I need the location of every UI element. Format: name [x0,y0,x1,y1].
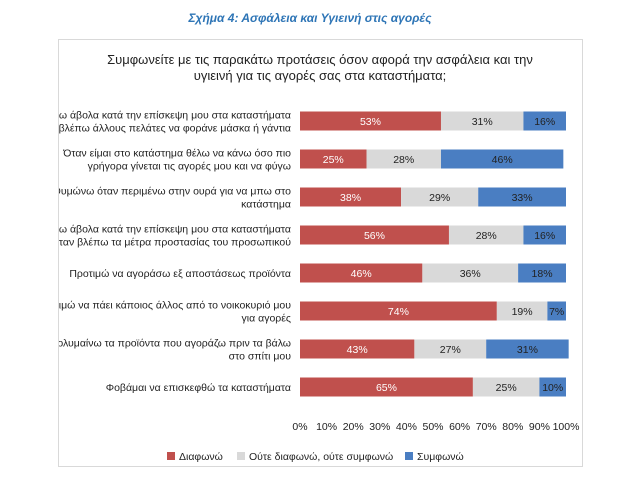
bar-row-7-series-2 [414,339,487,359]
bar-row-3-series-2 [401,187,479,207]
x-tick-label-3: 30% [369,421,390,433]
bar-row-2-series-3 [440,149,564,169]
bar-label-row-5-series-1: 46% [351,268,372,280]
bar-label-row-2-series-1: 25% [323,154,344,166]
chart-title-line-2: υγιεινή για τις αγορές σας στα καταστήμα… [194,68,447,83]
category-label-4-line-1: Νιώθω άβολα κατά την επίσκεψη μου στα κα… [59,224,291,236]
bar-label-row-2-series-2: 28% [393,154,414,166]
bar-row-6-series-2 [496,301,548,321]
chart-frame: Συμφωνείτε με τις παρακάτω προτάσεις όσο… [58,39,583,467]
x-tick-label-8: 80% [502,421,523,433]
bar-label-row-1-series-1: 53% [360,116,381,128]
bar-row-1-series-2 [440,111,524,131]
legend-swatch-1 [167,452,175,460]
category-label-6-line-2: για αγορές [242,313,291,325]
bar-label-row-4-series-1: 56% [364,230,385,242]
category-label-1-line-1: Νιώθω άβολα κατά την επίσκεψη μου στα κα… [59,110,291,122]
bar-label-row-3-series-1: 38% [340,192,361,204]
bar-label-row-7-series-3: 31% [517,344,538,356]
bar-label-row-1-series-3: 16% [534,116,555,128]
bar-row-2-series-1 [300,149,367,169]
category-label-8: Φοβάμαι να επισκεφθώ τα καταστήματα [106,382,291,394]
category-label-7-line-1: Απολυμαίνω τα προϊόντα που αγοράζω πριν … [59,338,291,350]
stacked-bar-chart: Συμφωνείτε με τις παρακάτω προτάσεις όσο… [59,52,580,463]
bar-row-6-series-1 [300,301,497,321]
bar-label-row-3-series-3: 33% [512,192,533,204]
bar-row-1-series-3 [523,111,566,131]
x-tick-label-5: 50% [422,421,443,433]
category-label-1-line-2: όταν βλέπω άλλους πελάτες να φοράνε μάσκ… [59,123,291,135]
figure-title: Σχήμα 4: Ασφάλεια και Υγιεινή στις αγορέ… [188,11,432,25]
bar-label-row-6-series-1: 74% [388,306,409,318]
category-label-5: Προτιμώ να αγοράσω εξ αποστάσεως προϊόντ… [69,268,291,280]
bar-row-6-series-3 [547,301,566,321]
bar-row-8-series-2 [472,377,540,397]
x-tick-label-0: 0% [292,421,307,433]
bar-row-1-series-1 [300,111,441,131]
category-label-2-line-1: Όταν είμαι στο κατάστημα θέλω να κάνω όσ… [62,148,291,160]
category-label-3-line-2: κατάστημα [241,199,291,211]
x-tick-label-6: 60% [449,421,470,433]
x-tick-label-10: 100% [553,421,580,433]
bar-label-row-7-series-1: 43% [347,344,368,356]
bar-row-5-series-2 [422,263,519,283]
bar-row-3-series-3 [478,187,566,207]
bar-label-row-6-series-2: 19% [512,306,533,318]
legend-swatch-2 [237,452,245,460]
bar-label-row-7-series-2: 27% [440,344,461,356]
bar-row-8-series-1 [300,377,473,397]
bar-row-4-series-3 [523,225,566,245]
bar-row-2-series-2 [366,149,441,169]
x-tick-label-7: 70% [476,421,497,433]
bar-label-row-6-series-3: 7% [549,306,564,318]
bar-row-5-series-3 [518,263,566,283]
legend-swatch-3 [405,452,413,460]
category-label-7-line-2: στο σπίτι μου [229,351,292,363]
category-label-3-line-1: Θυμώνω όταν περιμένω στην ουρά για να μπ… [59,186,291,198]
bar-row-8-series-3 [539,377,566,397]
bar-label-row-3-series-2: 29% [429,192,450,204]
bar-label-row-2-series-3: 46% [492,154,513,166]
x-tick-label-1: 10% [316,421,337,433]
bar-label-row-5-series-2: 36% [460,268,481,280]
chart-title-line-1: Συμφωνείτε με τις παρακάτω προτάσεις όσο… [107,52,533,67]
x-tick-label-9: 90% [529,421,550,433]
category-label-2-line-2: γρήγορα γίνεται τις αγορές μου και να φύ… [88,161,291,173]
bar-row-5-series-1 [300,263,423,283]
bar-row-3-series-1 [300,187,402,207]
bar-label-row-5-series-3: 18% [532,268,553,280]
bar-row-7-series-1 [300,339,415,359]
bar-label-row-4-series-2: 28% [476,230,497,242]
legend-label-3: Συμφωνώ [417,451,464,463]
bar-row-4-series-2 [448,225,524,245]
legend-label-1: Διαφωνώ [179,451,223,463]
bar-label-row-8-series-3: 10% [542,382,563,394]
x-tick-label-2: 20% [343,421,364,433]
bar-row-4-series-1 [300,225,449,245]
bar-row-7-series-3 [486,339,569,359]
bar-label-row-1-series-2: 31% [472,116,493,128]
category-label-4-line-2: όταν βλέπω τα μέτρα προστασίας του προσω… [59,237,291,249]
bar-label-row-4-series-3: 16% [534,230,555,242]
bar-label-row-8-series-1: 65% [376,382,397,394]
bar-label-row-8-series-2: 25% [496,382,517,394]
x-tick-label-4: 40% [396,421,417,433]
category-label-6-line-1: Προτιμώ να πάει κάποιος άλλος από το νοι… [59,300,291,312]
legend-label-2: Ούτε διαφωνώ, ούτε συμφωνώ [249,451,393,463]
